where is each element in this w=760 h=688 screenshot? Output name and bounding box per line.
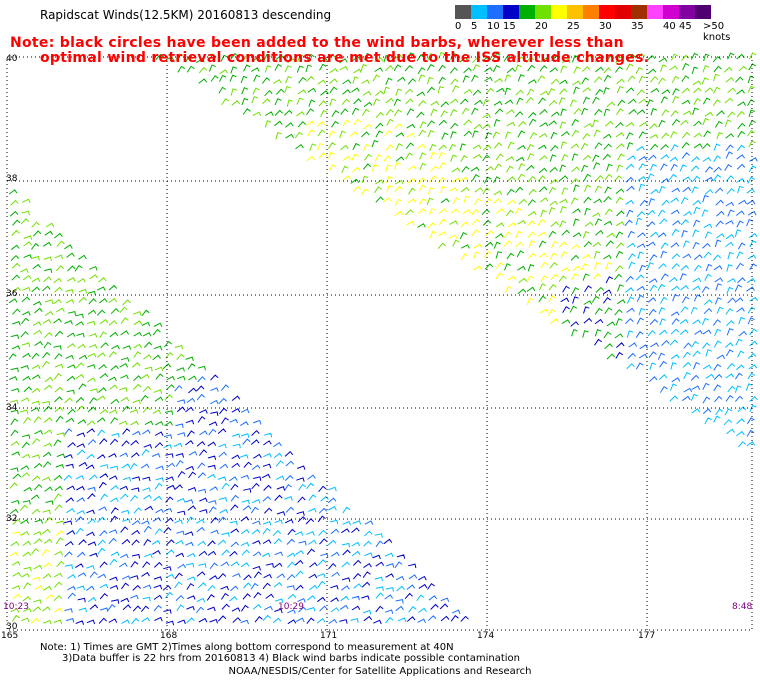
legend-swatch	[583, 5, 599, 19]
legend-swatch	[663, 5, 679, 19]
lon-label: 177	[638, 631, 655, 641]
time-label: 10:29	[278, 602, 304, 612]
note-line-1: Note: black circles have been added to t…	[10, 35, 624, 51]
legend-label: 0	[455, 21, 462, 32]
legend-label: 5	[471, 21, 478, 32]
footer-note-2: 3)Data buffer is 22 hrs from 20160813 4)…	[62, 653, 520, 664]
wind-barb-swaths	[8, 51, 758, 626]
legend-swatch	[487, 5, 503, 19]
legend-color-bar	[455, 5, 711, 19]
lat-label: 36	[6, 289, 18, 299]
legend-swatch	[631, 5, 647, 19]
lat-label: 40	[6, 54, 18, 64]
legend-swatch	[679, 5, 695, 19]
legend-swatch	[503, 5, 519, 19]
lon-label: 165	[1, 631, 18, 641]
legend-swatch	[647, 5, 663, 19]
lat-label: 34	[6, 403, 18, 413]
wind-barbs	[63, 276, 625, 626]
lon-label: 168	[160, 631, 177, 641]
legend-label: 20	[535, 21, 548, 32]
wind-speed-legend: 0 5 10 15 20 25 30 35 40 45 >50 knots	[455, 5, 730, 43]
lon-label: 174	[477, 631, 494, 641]
wind-barbs	[63, 143, 758, 625]
wind-barbs	[64, 144, 758, 625]
legend-label: 25	[567, 21, 580, 32]
map-frame	[6, 56, 753, 631]
footer-credit: NOAA/NESDIS/Center for Satellite Applica…	[228, 666, 532, 677]
legend-label: 40	[663, 21, 676, 32]
time-label: 8:48	[732, 602, 752, 612]
legend-unit: >50 knots	[703, 21, 731, 43]
time-label: 10:23	[3, 602, 29, 612]
footer-note-1: Note: 1) Times are GMT 2)Times along bot…	[40, 642, 454, 653]
legend-label: 45	[679, 21, 692, 32]
legend-swatch	[551, 5, 567, 19]
legend-swatch	[535, 5, 551, 19]
legend-label: 30	[599, 21, 612, 32]
wind-barbs	[8, 52, 757, 525]
legend-labels: 0 5 10 15 20 25 30 35 40 45 >50 knots	[455, 19, 730, 43]
legend-label: 35	[631, 21, 644, 32]
wind-barbs	[9, 118, 613, 624]
legend-swatch	[471, 5, 487, 19]
map-title: Rapidscat Winds(12.5KM) 20160813 descend…	[40, 8, 332, 22]
lat-label: 32	[6, 514, 17, 524]
lat-label: 30	[6, 622, 18, 632]
legend-swatch	[599, 5, 615, 19]
legend-swatch	[455, 5, 471, 19]
lat-lon-grid	[7, 57, 752, 630]
legend-label: 15	[503, 21, 516, 32]
wind-barbs	[9, 51, 757, 625]
legend-swatch	[519, 5, 535, 19]
legend-label: 10	[487, 21, 500, 32]
legend-swatch	[615, 5, 631, 19]
lon-label: 171	[320, 631, 337, 641]
legend-swatch	[695, 5, 711, 19]
legend-swatch	[567, 5, 583, 19]
note-line-2: optimal wind retrieval conditions are me…	[40, 50, 650, 66]
lat-label: 38	[6, 174, 18, 184]
map-border	[6, 56, 753, 631]
